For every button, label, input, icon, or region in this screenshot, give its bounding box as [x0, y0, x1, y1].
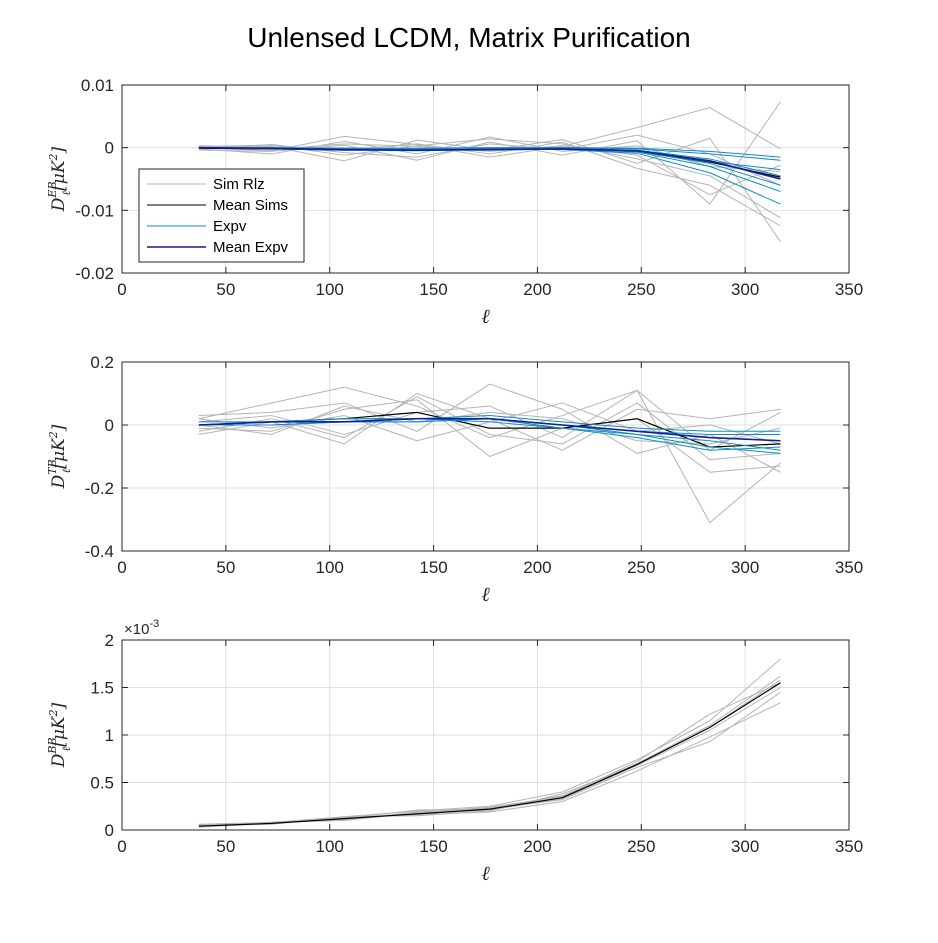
y-axis-label-part: D — [49, 474, 69, 489]
y-axis-label-part: TB — [46, 459, 59, 474]
y-axis-label-part: BB — [46, 737, 59, 754]
y-tick-label: 1 — [105, 726, 114, 745]
x-tick-label: 350 — [835, 558, 863, 577]
series-line-sim — [198, 658, 781, 826]
legend: Sim Rlz Mean Sims Expv Mean Expv — [138, 168, 305, 263]
y-tick-label: 0.5 — [90, 774, 114, 793]
y-axis-exponent-power: -3 — [149, 618, 159, 630]
x-tick-label: 0 — [117, 837, 126, 856]
axes-box — [121, 84, 850, 274]
series-line-mean-expv — [198, 146, 781, 180]
x-axis-label: ℓ — [481, 582, 490, 606]
y-tick-label: 0.01 — [81, 76, 114, 95]
x-tick-label: 300 — [731, 280, 759, 299]
x-tick-label: 150 — [419, 558, 447, 577]
panel-bb: 0 50 100 150 200 250 300 35000.511.52ℓDBBℓ[μK2]… — [46, 618, 863, 885]
axes-box — [121, 361, 850, 552]
y-axis-exponent: ×10-3 — [124, 618, 159, 638]
series-line-sim — [198, 107, 781, 158]
x-tick-label: 300 — [731, 558, 759, 577]
x-axis-label: ℓ — [481, 304, 490, 328]
legend-entry-label: Mean Expv — [213, 239, 289, 256]
series-line-expv — [198, 415, 781, 432]
y-axis-label-part: ] — [49, 702, 69, 710]
y-tick-label: -0.4 — [85, 542, 114, 561]
panel-tb: 0 50 100 150 200 250 300 350-0.4-0.200.2ℓDTBℓ[μ… — [46, 353, 863, 606]
x-tick-label: 200 — [523, 558, 551, 577]
y-tick-label: 0 — [105, 139, 114, 158]
x-tick-label: 50 — [216, 558, 235, 577]
y-tick-label: 0 — [105, 821, 114, 840]
series-line-sim — [198, 386, 781, 524]
x-tick-label: 0 — [117, 280, 126, 299]
x-tick-label: 250 — [627, 280, 655, 299]
x-tick-label: 50 — [216, 837, 235, 856]
y-axis-label-part: 2 — [47, 709, 60, 717]
series-line-mean-expv — [198, 417, 781, 442]
x-tick-label: 250 — [627, 558, 655, 577]
y-axis-label-part: D — [49, 197, 69, 212]
x-tick-label: 100 — [316, 558, 344, 577]
y-tick-label: -0.02 — [75, 264, 114, 283]
y-axis-label: DBBℓ[μK2] — [46, 702, 73, 768]
y-axis-label: DTBℓ[μK2] — [46, 424, 73, 489]
y-axis-label-part: ℓ — [60, 190, 73, 195]
y-tick-label: -0.01 — [75, 201, 114, 220]
y-axis-label-part: D — [49, 753, 69, 768]
y-axis-label-part: [μK — [49, 715, 69, 747]
y-axis-label-part: ℓ — [60, 468, 73, 473]
series-line-mean-sims — [198, 682, 781, 827]
x-tick-label: 150 — [419, 837, 447, 856]
y-axis-label-part: [μK — [49, 437, 69, 469]
x-tick-label: 250 — [627, 837, 655, 856]
y-axis-label-part: ] — [49, 424, 69, 432]
x-tick-label: 350 — [835, 280, 863, 299]
y-axis-label-part: [μK — [49, 159, 69, 191]
x-tick-label: 200 — [523, 837, 551, 856]
x-tick-label: 150 — [419, 280, 447, 299]
x-axis-label: ℓ — [481, 861, 490, 885]
x-tick-label: 350 — [835, 837, 863, 856]
y-axis-label-part: 2 — [47, 431, 60, 439]
y-tick-label: 2 — [105, 631, 114, 650]
y-axis-label-part: EB — [46, 181, 59, 198]
x-tick-label: 200 — [523, 280, 551, 299]
x-tick-label: 100 — [316, 837, 344, 856]
y-axis-exponent-base: ×10 — [124, 621, 149, 638]
y-tick-label: 0 — [105, 416, 114, 435]
y-axis-label-part: ] — [49, 146, 69, 154]
y-tick-label: 1.5 — [90, 679, 114, 698]
x-tick-label: 0 — [117, 558, 126, 577]
y-tick-label: -0.2 — [85, 479, 114, 498]
figure-title: Unlensed LCDM, Matrix Purification — [247, 22, 691, 53]
legend-entry-label: Expv — [213, 218, 247, 235]
legend-entry-label: Mean Sims — [213, 197, 288, 214]
plot-area — [122, 362, 849, 551]
y-axis-label-part: ℓ — [60, 746, 73, 751]
panel-eb: 0 50 100 150 200 250 300 350-0.02-0.0100.01ℓDEB… — [46, 76, 863, 328]
y-axis-label-part: 2 — [47, 153, 60, 161]
x-tick-label: 100 — [316, 280, 344, 299]
legend-entry-label: Sim Rlz — [213, 176, 265, 193]
x-tick-label: 50 — [216, 280, 235, 299]
series-line-expv — [198, 147, 781, 158]
y-axis-label: DEBℓ[μK2] — [46, 146, 73, 212]
x-tick-label: 300 — [731, 837, 759, 856]
y-tick-label: 0.2 — [90, 353, 114, 372]
